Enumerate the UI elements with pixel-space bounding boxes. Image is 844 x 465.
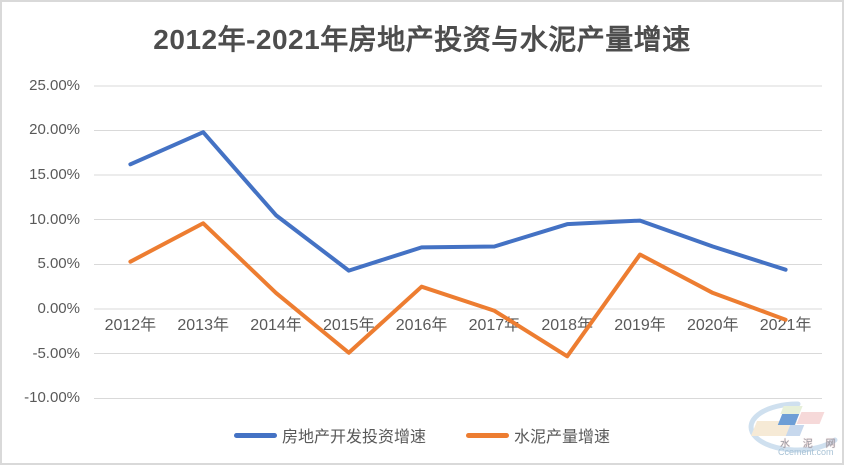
y-axis-tick-label: 15.00% — [29, 166, 80, 184]
legend-item: 水泥产量增速 — [466, 423, 610, 447]
legend-line-marker — [233, 432, 277, 438]
legend-label: 水泥产量增速 — [514, 429, 611, 446]
x-axis-tick-label: 2016年 — [395, 317, 448, 334]
legend-item: 房地产开发投资增速 — [233, 423, 426, 447]
x-axis-tick-label: 2012年 — [104, 317, 157, 334]
legend: 房地产开发投资增速 水泥产量增速 — [2, 423, 842, 447]
x-axis-tick-label: 2017年 — [468, 317, 521, 334]
y-axis-tick-label: 25.00% — [29, 76, 80, 94]
series-line — [128, 221, 788, 359]
x-axis-tick-label: 2013年 — [177, 317, 229, 334]
legend-label: 房地产开发投资增速 — [281, 429, 426, 446]
y-axis-tick-label: 10.00% — [29, 210, 80, 228]
x-axis-tick-label: 2019年 — [614, 317, 666, 334]
y-axis-tick-label: -10.00% — [24, 389, 80, 407]
x-axis-tick-label: 2014年 — [250, 317, 302, 334]
chart-title: 2012年-2021年房地产投资与水泥产量增速 — [153, 24, 691, 55]
x-axis-tick-label: 2020年 — [686, 317, 739, 334]
series-line — [128, 130, 788, 273]
watermark-swoosh-icon — [748, 401, 838, 453]
legend-line-marker — [466, 432, 509, 438]
y-axis-tick-label: 0.00% — [37, 300, 80, 317]
x-axis-tick-label: 2018年 — [541, 317, 593, 334]
watermark-domain-text: Ccement.com — [778, 447, 834, 457]
watermark-logo: 水 泥 网 Ccement.com — [736, 399, 840, 461]
y-axis-tick-label: -5.00% — [32, 344, 80, 362]
y-axis-tick-label: 5.00% — [37, 255, 80, 273]
watermark-cn-text: 水 泥 网 — [780, 439, 841, 450]
x-axis-tick-label: 2015年 — [322, 317, 375, 334]
x-axis-tick-label: 2021年 — [759, 317, 812, 334]
y-axis-tick-label: 20.00% — [29, 121, 80, 139]
